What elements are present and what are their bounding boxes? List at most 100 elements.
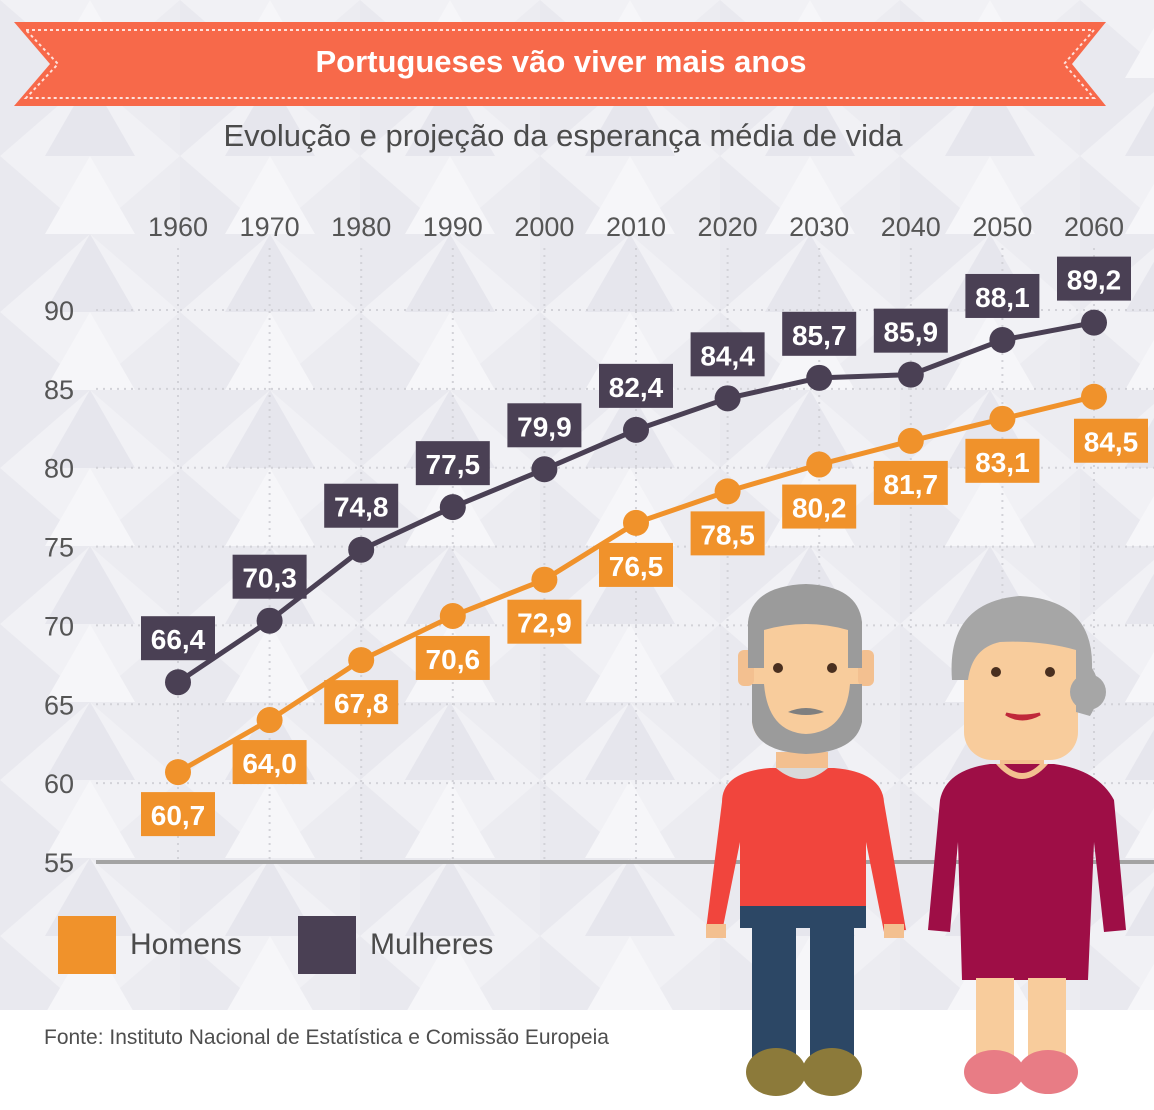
x-tick-label: 2050: [972, 212, 1032, 242]
data-point: [806, 364, 833, 391]
data-point: [531, 456, 558, 483]
data-label: 79,9: [517, 411, 572, 442]
data-label-box: [873, 308, 948, 353]
x-tick-label: 2060: [1064, 212, 1124, 242]
y-tick-label: 80: [44, 454, 74, 484]
data-label-box: [1057, 256, 1131, 301]
x-tick-label: 2030: [789, 212, 849, 242]
y-tick-label: 55: [44, 848, 74, 878]
data-label: 84,5: [1084, 427, 1139, 458]
series-homens: 60,7 64,0 67,8 70,6 72,9 76,5 78,5 80,2 81,7 83,1…: [141, 383, 1148, 837]
data-label-box: [965, 438, 1040, 483]
page-title: Portugueses vão viver mais anos: [315, 44, 807, 79]
data-point: [256, 607, 283, 634]
data-label: 77,5: [426, 449, 481, 480]
data-label-box: [415, 635, 490, 680]
data-label-box: [599, 363, 673, 408]
y-tick-label: 75: [44, 533, 74, 563]
data-label: 81,7: [884, 469, 939, 500]
data-point: [989, 326, 1016, 353]
data-label-box: [324, 483, 399, 528]
data-label: 72,9: [517, 608, 572, 639]
x-tick-label: 2020: [698, 212, 758, 242]
x-tick-label: 1990: [423, 212, 483, 242]
data-point: [1081, 309, 1107, 336]
x-tick-label: 1970: [240, 212, 300, 242]
data-point: [714, 478, 741, 505]
chart-subtitle: Evolução e projeção da esperança média d…: [223, 118, 903, 153]
data-label-box: [141, 792, 215, 837]
source-note: Fonte: Instituto Nacional de Estatística…: [44, 1026, 609, 1049]
data-label: 83,1: [975, 447, 1030, 478]
data-label-box: [599, 542, 673, 587]
data-point: [806, 451, 833, 478]
data-label: 67,8: [334, 688, 389, 719]
y-tick-label: 60: [44, 769, 74, 799]
data-label: 70,6: [426, 644, 481, 675]
y-tick-label: 85: [44, 375, 74, 405]
data-point: [714, 385, 741, 412]
x-tick-label: 1980: [331, 212, 391, 242]
data-point: [165, 669, 191, 696]
data-label-box: [782, 484, 857, 529]
data-label-box: [141, 616, 215, 661]
legend-swatch-homens: [58, 916, 116, 974]
legend-swatch-mulheres: [298, 916, 356, 974]
data-label-box: [873, 460, 948, 505]
data-label-box: [1074, 418, 1148, 463]
data-point: [256, 707, 283, 734]
x-tick-label: 2040: [881, 212, 941, 242]
x-tick-label: 1960: [148, 212, 208, 242]
data-label: 66,4: [151, 624, 206, 655]
x-tick-label: 2010: [606, 212, 666, 242]
data-point: [531, 566, 558, 593]
x-tick-label: 2000: [514, 212, 574, 242]
data-label: 85,7: [792, 320, 847, 351]
data-point: [897, 361, 924, 388]
data-point: [439, 494, 466, 521]
data-point: [439, 602, 466, 629]
data-point: [1081, 383, 1107, 410]
data-label-box: [965, 273, 1040, 318]
data-label: 80,2: [792, 493, 847, 524]
data-point: [348, 536, 375, 563]
data-label-box: [507, 599, 582, 644]
y-tick-label: 90: [44, 296, 74, 326]
data-label-box: [690, 332, 765, 377]
y-tick-label: 70: [44, 611, 74, 641]
data-label: 60,7: [151, 800, 206, 831]
title-banner: [14, 22, 1106, 106]
elderly-man-icon: [706, 584, 906, 1096]
data-label: 82,4: [609, 372, 664, 403]
data-label-box: [690, 511, 765, 556]
data-point: [623, 416, 649, 443]
data-label: 70,3: [242, 563, 297, 594]
data-point: [165, 759, 191, 786]
y-axis-ticks: 55 60 65 70 75 80 85 90: [44, 296, 74, 878]
data-point: [897, 427, 924, 454]
data-label-box: [782, 311, 857, 356]
series: 60,7 64,0 67,8 70,6 72,9 76,5 78,5 80,2 81,7 83,1…: [141, 256, 1148, 837]
data-label: 76,5: [609, 551, 664, 582]
legend-label-homens: Homens: [130, 928, 242, 961]
x-axis-ticks: 1960 1970 1980 1990 2000 2010 2020 2030 2040 2050…: [148, 212, 1124, 242]
data-label: 64,0: [242, 748, 297, 779]
data-label: 88,1: [975, 282, 1030, 313]
legend-homens: Homens: [58, 916, 242, 974]
data-point: [623, 509, 649, 536]
elderly-woman-icon: [928, 596, 1126, 1094]
data-label-box: [507, 403, 582, 448]
data-label-box: [232, 554, 307, 599]
data-label: 89,2: [1067, 265, 1122, 296]
data-label-box: [415, 441, 490, 486]
data-point: [348, 647, 375, 674]
legend-label-mulheres: Mulheres: [370, 928, 494, 961]
series-mulheres: 66,4 70,3 74,8 77,5 79,9 82,4 84,4 85,7 85,9 88,1…: [141, 256, 1131, 696]
data-label-box: [324, 680, 399, 725]
data-label: 84,4: [700, 340, 755, 371]
data-label-box: [232, 740, 307, 785]
